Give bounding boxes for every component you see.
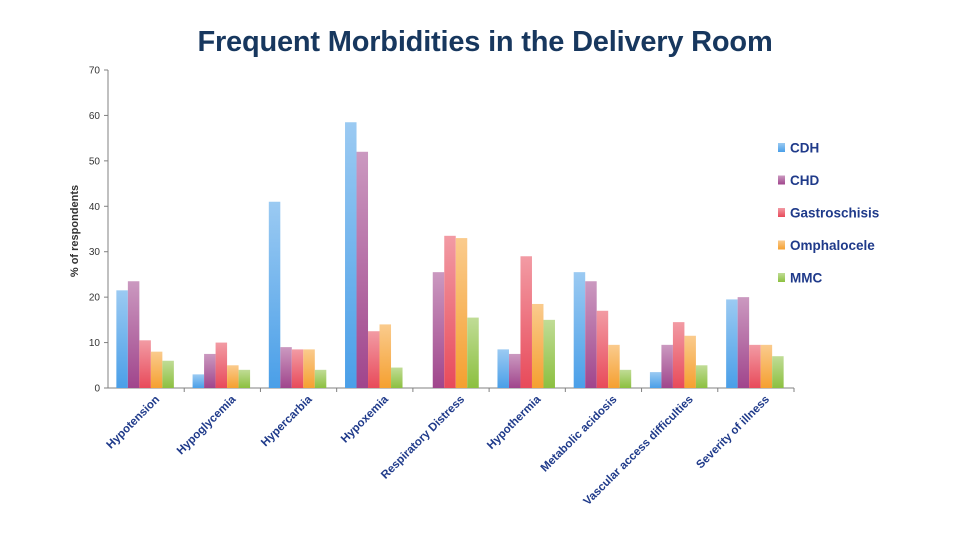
y-tick-label: 40 [89, 202, 101, 213]
bar [649, 372, 662, 388]
category-label: Hypercarbia [259, 393, 315, 449]
bar [619, 369, 632, 388]
category-label: Hypotension [105, 394, 163, 452]
bar [695, 365, 708, 388]
bar [379, 324, 392, 388]
bar [497, 349, 509, 388]
bar [573, 272, 586, 388]
category-label: Metabolic acidosis [539, 394, 620, 475]
bar [543, 319, 555, 388]
y-tick-label: 0 [94, 384, 100, 395]
bar [737, 297, 750, 388]
bar [596, 310, 609, 388]
legend-label: Omphalocele [790, 238, 875, 253]
legend-label: CHD [790, 173, 819, 188]
bar [508, 353, 521, 388]
bar [280, 347, 292, 388]
bar [391, 367, 403, 388]
bar [608, 344, 620, 388]
bar [368, 331, 380, 388]
legend: CDH CHD Gastroschisis Omphalocele MMC [778, 141, 879, 286]
bar [749, 344, 761, 388]
bar [684, 335, 696, 388]
bar [127, 281, 140, 388]
bar [291, 349, 304, 388]
bar [116, 290, 128, 388]
legend-swatch [778, 240, 785, 250]
legend-swatch [778, 175, 785, 185]
legend-label: MMC [790, 271, 822, 286]
bar [356, 151, 369, 388]
bar [672, 322, 685, 388]
bar [204, 353, 216, 388]
category-labels: Hypotension Hypoglycemia Hypercarbia Hypoxe… [105, 393, 773, 508]
category-label: Severity of illness [694, 394, 772, 472]
bar [585, 281, 597, 388]
bar [268, 201, 281, 388]
bar [444, 235, 456, 388]
category-label: Hypoglycemia [175, 393, 239, 457]
legend-label: Gastroschisis [790, 206, 879, 221]
bar [345, 122, 357, 388]
legend-swatch [778, 208, 785, 217]
bar [227, 365, 239, 388]
y-tick-label: 30 [89, 247, 101, 258]
bar [760, 344, 773, 388]
bar [139, 340, 151, 388]
bar [661, 344, 673, 388]
bar [238, 369, 251, 388]
bars [116, 122, 784, 388]
category-label: Hypothermia [485, 393, 544, 452]
bar [303, 349, 315, 388]
bar [455, 238, 468, 388]
y-tick-label: 10 [89, 338, 101, 349]
bar [150, 351, 163, 388]
y-axis-title: % of respondents [69, 185, 81, 277]
chart-title: Frequent Morbidities in the Delivery Roo… [197, 26, 773, 58]
bar [162, 360, 174, 388]
bar [432, 272, 445, 388]
legend-swatch [778, 143, 785, 152]
y-tick-label: 70 [89, 66, 101, 77]
bar [726, 299, 738, 388]
category-label: Hypoxemia [339, 393, 391, 445]
y-tick-label: 50 [89, 156, 101, 167]
legend-label: CDH [790, 141, 819, 156]
bar [314, 369, 327, 388]
bar [520, 256, 532, 388]
bar [772, 356, 784, 388]
bar [467, 317, 479, 388]
legend-swatch [778, 273, 785, 282]
category-label: Respiratory Distress [379, 394, 467, 482]
bar [531, 303, 544, 388]
bar [215, 342, 228, 388]
y-tick-label: 20 [89, 293, 101, 304]
y-tick-label: 60 [89, 111, 101, 122]
bar [192, 374, 205, 388]
